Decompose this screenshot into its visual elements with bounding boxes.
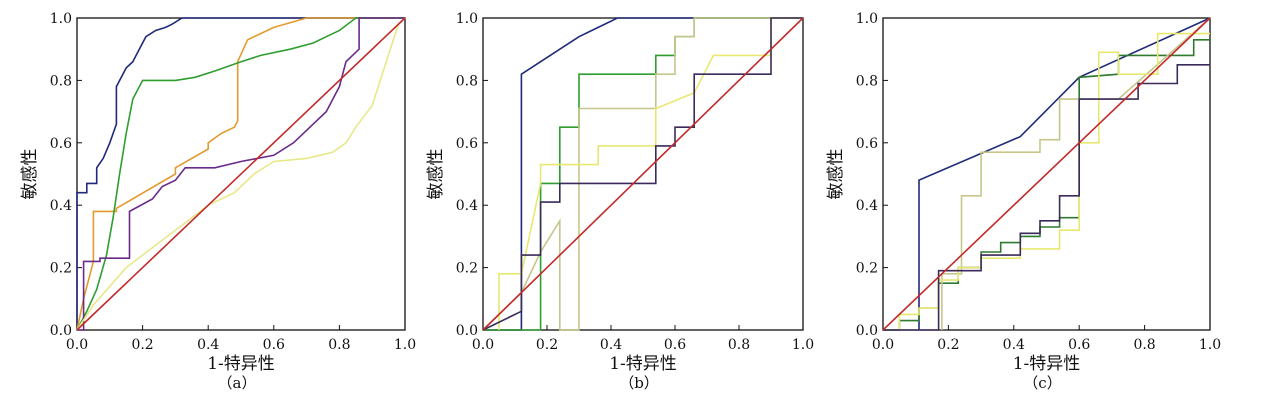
x-tick-label: 0.4 <box>1003 337 1025 353</box>
roc-series-line-3 <box>77 17 405 331</box>
x-axis-label: 1-特异性 <box>1013 354 1081 374</box>
roc-series-line-5 <box>76 17 406 331</box>
panel-label: （b） <box>619 374 659 392</box>
roc-series-line-2 <box>76 17 405 331</box>
x-tick-label: 0.8 <box>328 337 350 353</box>
roc-series-line-0 <box>76 17 405 330</box>
x-tick-label: 0.8 <box>1133 337 1155 353</box>
x-tick-label: 0.8 <box>728 337 750 353</box>
roc-series-line-4 <box>482 17 803 331</box>
panel-b: 0.0 0.2 0.4 0.6 0.8 1.0 0.0 0.2 0.4 0.6 0.8 1.0 1-特异… <box>426 11 814 392</box>
roc-series-line-2 <box>482 17 803 331</box>
x-tick-label: 0.0 <box>472 337 494 353</box>
x-axis-label: 1-特异性 <box>207 354 275 374</box>
panel-label: （c） <box>1023 374 1061 392</box>
y-axis-label: 敏感性 <box>20 149 40 200</box>
roc-series-line-2 <box>941 17 1211 330</box>
x-tick-label: 1.0 <box>1199 337 1221 353</box>
y-tick-label: 0.4 <box>456 198 478 214</box>
roc-series-line-1 <box>76 17 405 331</box>
y-tick-label: 0.6 <box>456 136 478 152</box>
y-axis-label: 敏感性 <box>826 149 846 200</box>
roc-series-line-4 <box>76 17 406 331</box>
x-tick-label: 0.2 <box>536 337 558 353</box>
x-tick-label: 0.2 <box>131 337 153 353</box>
y-tick-label: 0.0 <box>50 323 72 339</box>
y-tick-label: 0.4 <box>50 198 72 214</box>
roc-series-line-5 <box>882 17 1211 331</box>
x-axis-label: 1-特异性 <box>609 354 677 374</box>
y-tick-label: 0.2 <box>456 261 478 277</box>
y-tick-label: 1.0 <box>50 11 72 27</box>
roc-series-line-3 <box>498 17 803 330</box>
roc-series-line-5 <box>482 17 804 331</box>
x-tick-label: 0.0 <box>66 337 88 353</box>
panel-label: （a） <box>218 374 257 392</box>
roc-series-line-0 <box>483 17 803 331</box>
y-tick-label: 0.6 <box>50 136 72 152</box>
x-tick-label: 0.6 <box>664 337 686 353</box>
y-tick-label: 1.0 <box>856 11 878 27</box>
y-tick-label: 0.2 <box>50 261 72 277</box>
y-tick-label: 0.4 <box>856 198 878 214</box>
x-tick-label: 0.6 <box>263 337 285 353</box>
y-tick-label: 0.2 <box>856 261 878 277</box>
y-tick-label: 0.8 <box>856 73 878 89</box>
y-axis-label: 敏感性 <box>426 149 446 200</box>
x-tick-label: 0.4 <box>600 337 622 353</box>
roc-series-line-3 <box>898 32 1210 330</box>
y-tick-label: 1.0 <box>456 11 478 27</box>
x-tick-label: 1.0 <box>394 337 416 353</box>
roc-series-line-4 <box>883 64 1210 331</box>
y-tick-label: 0.8 <box>50 73 72 89</box>
y-tick-label: 0.0 <box>856 323 878 339</box>
x-tick-label: 0.4 <box>197 337 219 353</box>
panel-c: 0.0 0.2 0.4 0.6 0.8 1.0 0.0 0.2 0.4 0.6 0.8 1.0 1-特异… <box>826 11 1221 392</box>
plot-frame <box>882 17 1211 331</box>
y-tick-label: 0.0 <box>456 323 478 339</box>
x-tick-label: 0.2 <box>937 337 959 353</box>
x-tick-label: 1.0 <box>792 337 814 353</box>
panel-a: 0.0 0.2 0.4 0.6 0.8 1.0 0.0 0.2 0.4 0.6 0.8 1.0 1-特异… <box>20 11 416 392</box>
x-tick-label: 0.0 <box>872 337 894 353</box>
y-tick-label: 0.6 <box>856 136 878 152</box>
roc-series-line-0 <box>918 17 1211 330</box>
x-tick-label: 0.6 <box>1068 337 1090 353</box>
y-tick-label: 0.8 <box>456 73 478 89</box>
